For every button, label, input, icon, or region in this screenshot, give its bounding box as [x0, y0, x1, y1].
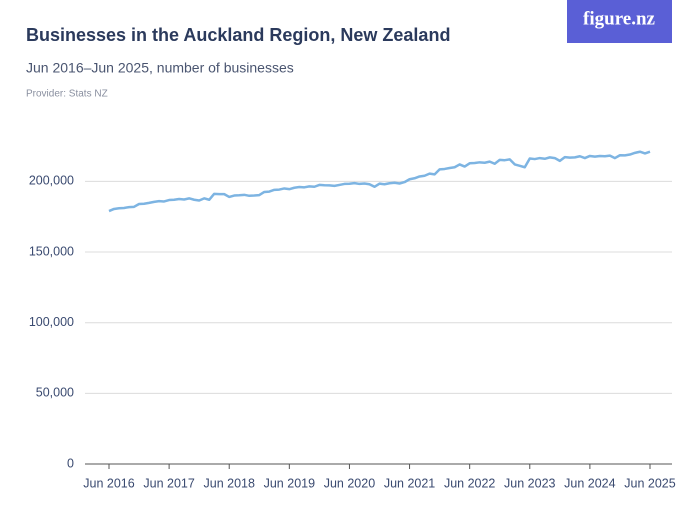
- y-tick-label: 0: [67, 456, 74, 470]
- chart-subtitle: Jun 2016–Jun 2025, number of businesses: [26, 60, 294, 76]
- y-tick-label: 50,000: [36, 386, 74, 400]
- x-tick-label: Jun 2019: [264, 476, 315, 490]
- x-tick-label: Jun 2017: [143, 476, 194, 490]
- y-tick-label: 100,000: [29, 315, 74, 329]
- x-tick-label: Jun 2022: [444, 476, 495, 490]
- y-tick-label: 150,000: [29, 244, 74, 258]
- provider: Provider: Stats NZ: [26, 89, 108, 100]
- x-tick-label: Jun 2016: [83, 476, 134, 490]
- x-tick-label: Jun 2018: [204, 476, 255, 490]
- x-tick-label: Jun 2024: [564, 476, 615, 490]
- x-tick-label: Jun 2025: [624, 476, 675, 490]
- x-tick-label: Jun 2021: [384, 476, 435, 490]
- logo[interactable]: figure.nz: [583, 8, 656, 29]
- data-line: [108, 150, 651, 213]
- x-tick-label: Jun 2020: [324, 476, 375, 490]
- logo-box[interactable]: [567, 0, 672, 43]
- x-tick-label: Jun 2023: [504, 476, 555, 490]
- y-tick-label: 200,000: [29, 174, 74, 188]
- chart-title: Businesses in the Auckland Region, New Z…: [26, 25, 450, 45]
